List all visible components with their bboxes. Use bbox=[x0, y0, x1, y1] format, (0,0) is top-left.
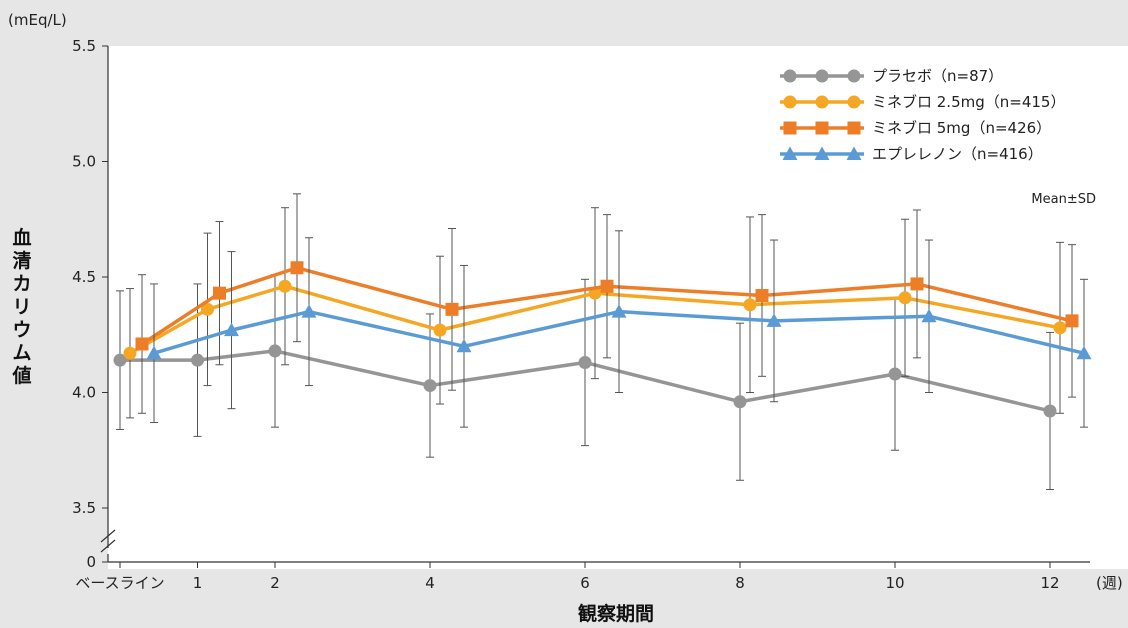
data-point bbox=[600, 279, 614, 293]
x-unit-label: (週) bbox=[1096, 574, 1123, 592]
data-point bbox=[213, 286, 226, 300]
data-point bbox=[1043, 404, 1057, 418]
legend-marker bbox=[847, 121, 861, 135]
data-point bbox=[113, 353, 127, 367]
y-tick-label: 4.5 bbox=[72, 268, 96, 286]
legend-label: プラセボ（n=87） bbox=[872, 67, 1003, 85]
data-point bbox=[1053, 321, 1067, 335]
data-point bbox=[445, 302, 459, 316]
legend: プラセボ（n=87） ミネブロ 2.5mg（n=415） ミネブロ 5mg（n=42… bbox=[780, 67, 1065, 163]
y-tick-label: 3.5 bbox=[72, 499, 96, 517]
x-tick-label: 1 bbox=[193, 574, 203, 592]
legend-marker bbox=[815, 95, 829, 109]
data-point bbox=[201, 302, 214, 316]
stat-note: Mean±SD bbox=[1031, 192, 1096, 207]
series-line bbox=[120, 349, 1051, 413]
legend-marker bbox=[814, 146, 830, 160]
legend-item: ミネブロ 5mg（n=426） bbox=[780, 119, 1051, 137]
x-tick-label: 4 bbox=[425, 574, 435, 592]
data-point bbox=[898, 291, 912, 305]
data-point bbox=[278, 279, 292, 293]
series-3 bbox=[135, 193, 1079, 414]
x-tick-label: 10 bbox=[885, 574, 904, 592]
legend-label: ミネブロ 5mg（n=426） bbox=[872, 119, 1051, 137]
data-point bbox=[1065, 314, 1079, 328]
legend-marker bbox=[815, 121, 829, 135]
data-point bbox=[733, 395, 747, 409]
data-point bbox=[423, 379, 437, 393]
data-point bbox=[224, 322, 239, 337]
x-tick-label: 6 bbox=[580, 574, 590, 592]
data-point bbox=[1076, 345, 1092, 360]
x-tick-label: ベースライン bbox=[75, 574, 164, 592]
x-axis-title: 観察期間 bbox=[578, 602, 654, 625]
y-tick-label: 5.5 bbox=[72, 37, 96, 55]
data-point bbox=[611, 304, 627, 318]
data-point bbox=[433, 323, 447, 337]
data-point bbox=[921, 308, 937, 323]
data-point bbox=[135, 337, 149, 351]
y-axis-title-text: 血清カリウム値 bbox=[11, 226, 31, 387]
axis-break-mark bbox=[100, 529, 116, 543]
series-4 bbox=[146, 230, 1092, 428]
axes bbox=[100, 46, 1090, 563]
series-line bbox=[129, 284, 1061, 355]
data-point bbox=[910, 277, 924, 291]
series-2 bbox=[123, 207, 1067, 419]
y-tick-label: 5.0 bbox=[72, 153, 96, 171]
data-point bbox=[268, 344, 282, 358]
legend-marker bbox=[815, 69, 829, 83]
legend-marker bbox=[783, 69, 797, 83]
data-point bbox=[191, 353, 204, 367]
y-tick-label-zero: 0 bbox=[86, 553, 96, 571]
y-axis-title: 血清カリウム値 bbox=[11, 226, 31, 387]
y-ticks: 5.5 5.0 4.5 4.0 3.5 0 bbox=[72, 37, 108, 571]
y-unit-label: (mEq/L) bbox=[8, 11, 67, 29]
series-line bbox=[153, 309, 1085, 355]
data-point bbox=[456, 338, 472, 353]
data-point bbox=[766, 313, 782, 327]
data-point bbox=[743, 298, 757, 312]
legend-marker bbox=[782, 146, 798, 160]
legend-marker bbox=[847, 95, 861, 109]
legend-item: プラセボ（n=87） bbox=[780, 67, 1003, 85]
y-tick-label: 4.0 bbox=[72, 384, 96, 402]
data-point bbox=[578, 355, 592, 369]
legend-marker bbox=[847, 69, 861, 83]
legend-marker bbox=[783, 121, 797, 135]
legend-label: ミネブロ 2.5mg（n=415） bbox=[872, 93, 1065, 111]
data-point bbox=[301, 304, 317, 318]
x-tick-label: 12 bbox=[1040, 574, 1059, 592]
x-tick-label: 2 bbox=[270, 574, 280, 592]
series-group bbox=[113, 193, 1092, 491]
x-tick-label: 8 bbox=[735, 574, 745, 592]
legend-marker bbox=[783, 95, 797, 109]
data-point bbox=[123, 346, 137, 360]
x-ticks: ベースライン 1 2 4 6 8 10 12 bbox=[75, 562, 1060, 592]
legend-marker bbox=[846, 146, 862, 160]
axis-break-mark bbox=[100, 539, 116, 553]
data-point bbox=[755, 288, 769, 302]
legend-item: ミネブロ 2.5mg（n=415） bbox=[780, 93, 1065, 111]
series-line bbox=[141, 266, 1073, 346]
data-point bbox=[146, 345, 162, 360]
data-point bbox=[290, 261, 304, 275]
data-point bbox=[888, 367, 902, 381]
legend-item: エプレレノン（n=416） bbox=[780, 145, 1043, 163]
legend-label: エプレレノン（n=416） bbox=[872, 145, 1043, 163]
